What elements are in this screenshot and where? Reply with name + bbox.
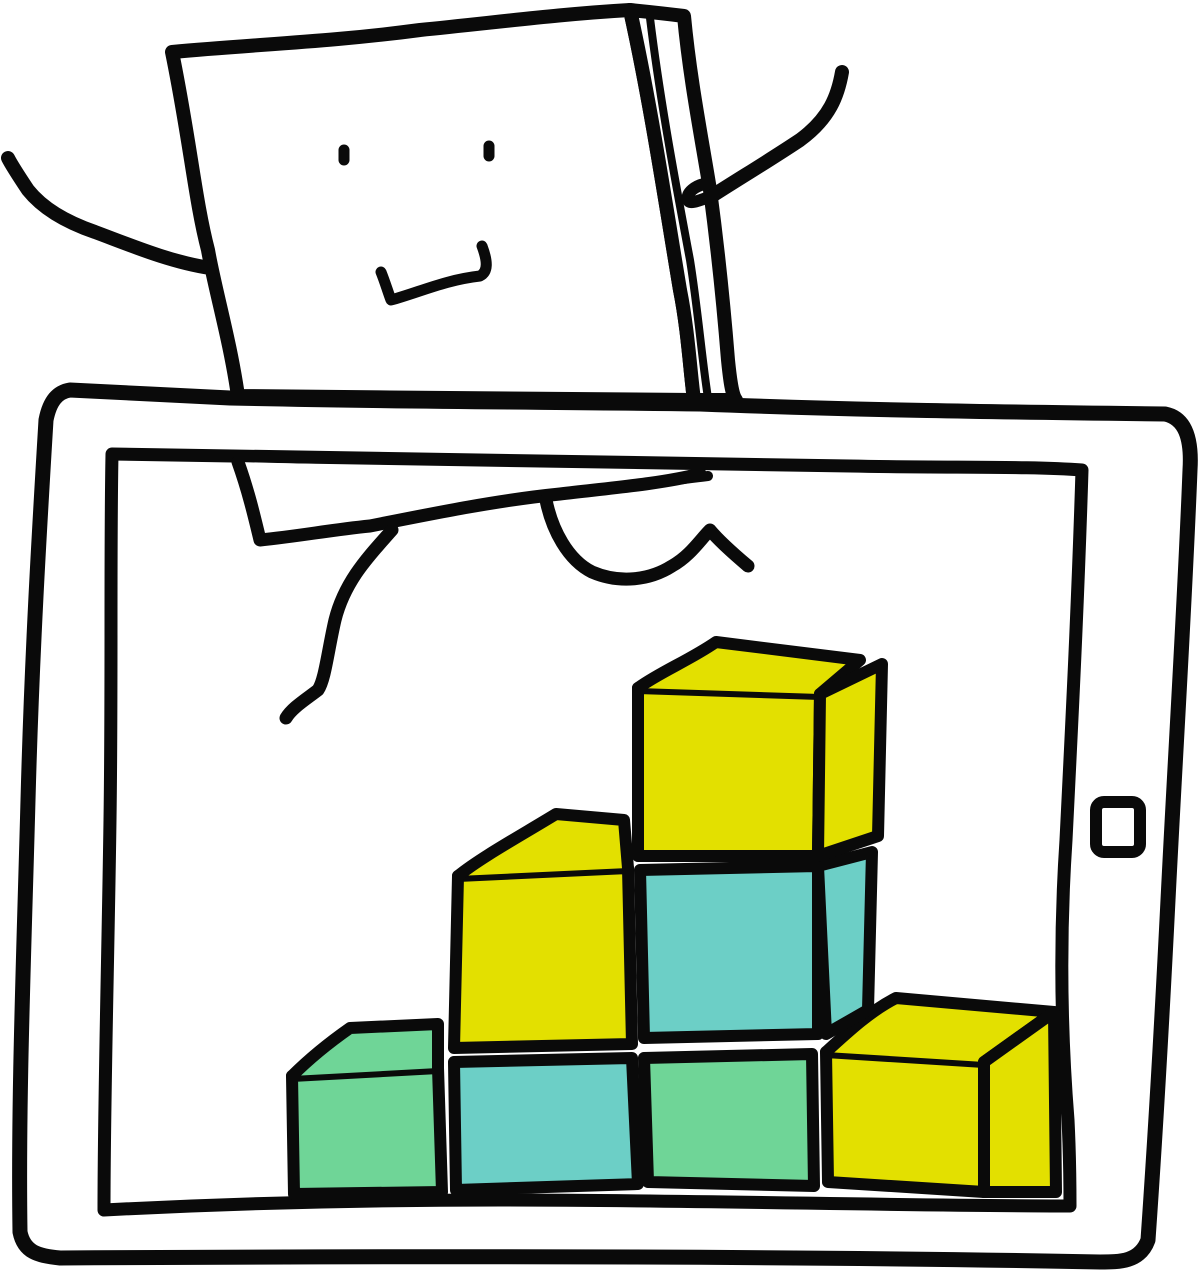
tablet-screen <box>97 447 1089 1217</box>
block-bottom-2 <box>448 1052 644 1196</box>
block-middle-1 <box>448 808 638 1054</box>
block-middle-2 <box>634 846 878 1044</box>
tablet-body <box>12 382 1198 1270</box>
book-cover <box>165 3 701 407</box>
block-top-1 <box>632 636 888 862</box>
left-arm <box>1 151 217 275</box>
block-bottom-4 <box>820 992 1062 1198</box>
peek-right-arm <box>539 493 755 586</box>
book-character-peek <box>231 455 755 725</box>
right-arm <box>705 65 849 203</box>
peek-left-arm <box>279 523 399 725</box>
block-bottom-3 <box>638 1048 820 1192</box>
peek-book-edge <box>555 471 713 499</box>
right-hand <box>681 178 718 209</box>
smile-mouth <box>375 240 492 306</box>
block-bottom-1 <box>286 1018 448 1200</box>
book-spine-line <box>646 14 712 402</box>
peek-book-bottom <box>231 455 707 547</box>
book-character <box>1 3 849 407</box>
home-button-icon[interactable] <box>1090 796 1146 858</box>
block-stack <box>286 636 1062 1200</box>
